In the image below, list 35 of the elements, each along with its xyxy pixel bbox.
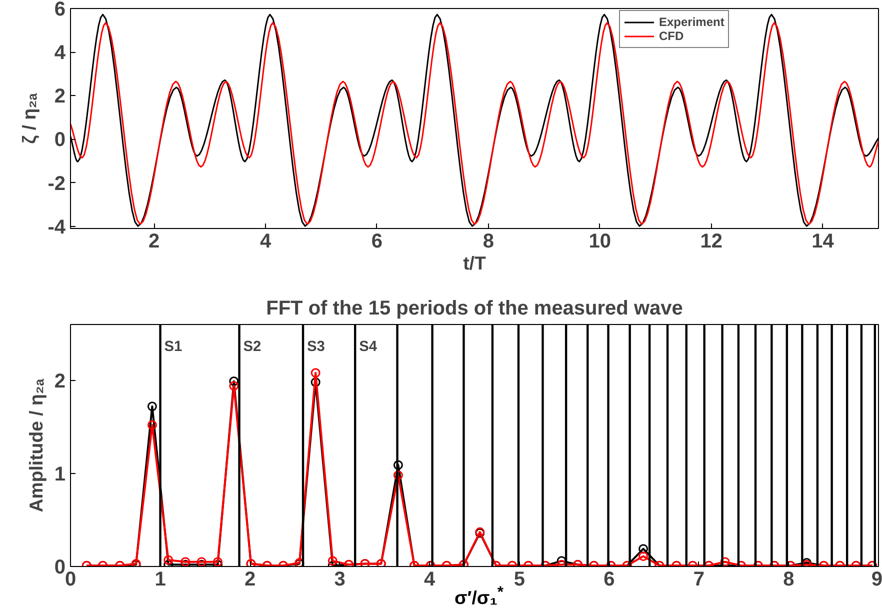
x-tick-label: 8 [482, 230, 494, 252]
ref-line-label: S1 [164, 339, 182, 356]
y-tick-label: 2 [54, 86, 66, 108]
x-axis-title: σ′/σ₁$^{*}$ [454, 584, 504, 608]
x-tick-label: 8 [783, 568, 794, 590]
y-tick-label: 0 [54, 129, 66, 152]
x-tick-label: 10 [588, 230, 612, 252]
y-tick-label: 1 [54, 463, 66, 486]
y-axis-title: ζ / η₂ₐ [18, 93, 40, 144]
x-tick-label: 7 [693, 568, 705, 590]
x-axis-title: t/T [463, 252, 486, 274]
x-tick-label: 3 [334, 568, 346, 590]
y-tick-label: 6 [54, 0, 66, 20]
legend-label: Experiment [659, 15, 724, 29]
x-tick-label: 5 [514, 568, 525, 590]
legend-label: CFD [659, 29, 684, 43]
x-tick-label: 2 [244, 568, 256, 590]
x-tick-label: 9 [871, 568, 882, 590]
ref-line-label: S2 [243, 339, 262, 356]
y-tick-label: 4 [54, 42, 66, 64]
chart-title: FFT of the 15 periods of the measured wave [266, 298, 683, 320]
x-tick-label: 1 [154, 568, 166, 590]
y-tick-label: 2 [54, 370, 66, 392]
x-tick-label: 12 [700, 230, 722, 252]
ref-line-label: S4 [359, 339, 378, 356]
x-tick-label: 6 [371, 230, 383, 252]
x-tick-label: 4 [260, 230, 272, 252]
x-tick-label: 4 [424, 568, 436, 590]
ref-line-label: S3 [307, 339, 325, 356]
x-tick-label: 14 [812, 230, 835, 252]
y-tick-label: -4 [48, 216, 66, 238]
x-tick-label: 6 [604, 568, 615, 590]
y-tick-label: -2 [48, 172, 66, 195]
x-tick-label: 2 [148, 230, 160, 252]
y-axis-title: Amplitude / η₂ₐ [25, 378, 46, 512]
